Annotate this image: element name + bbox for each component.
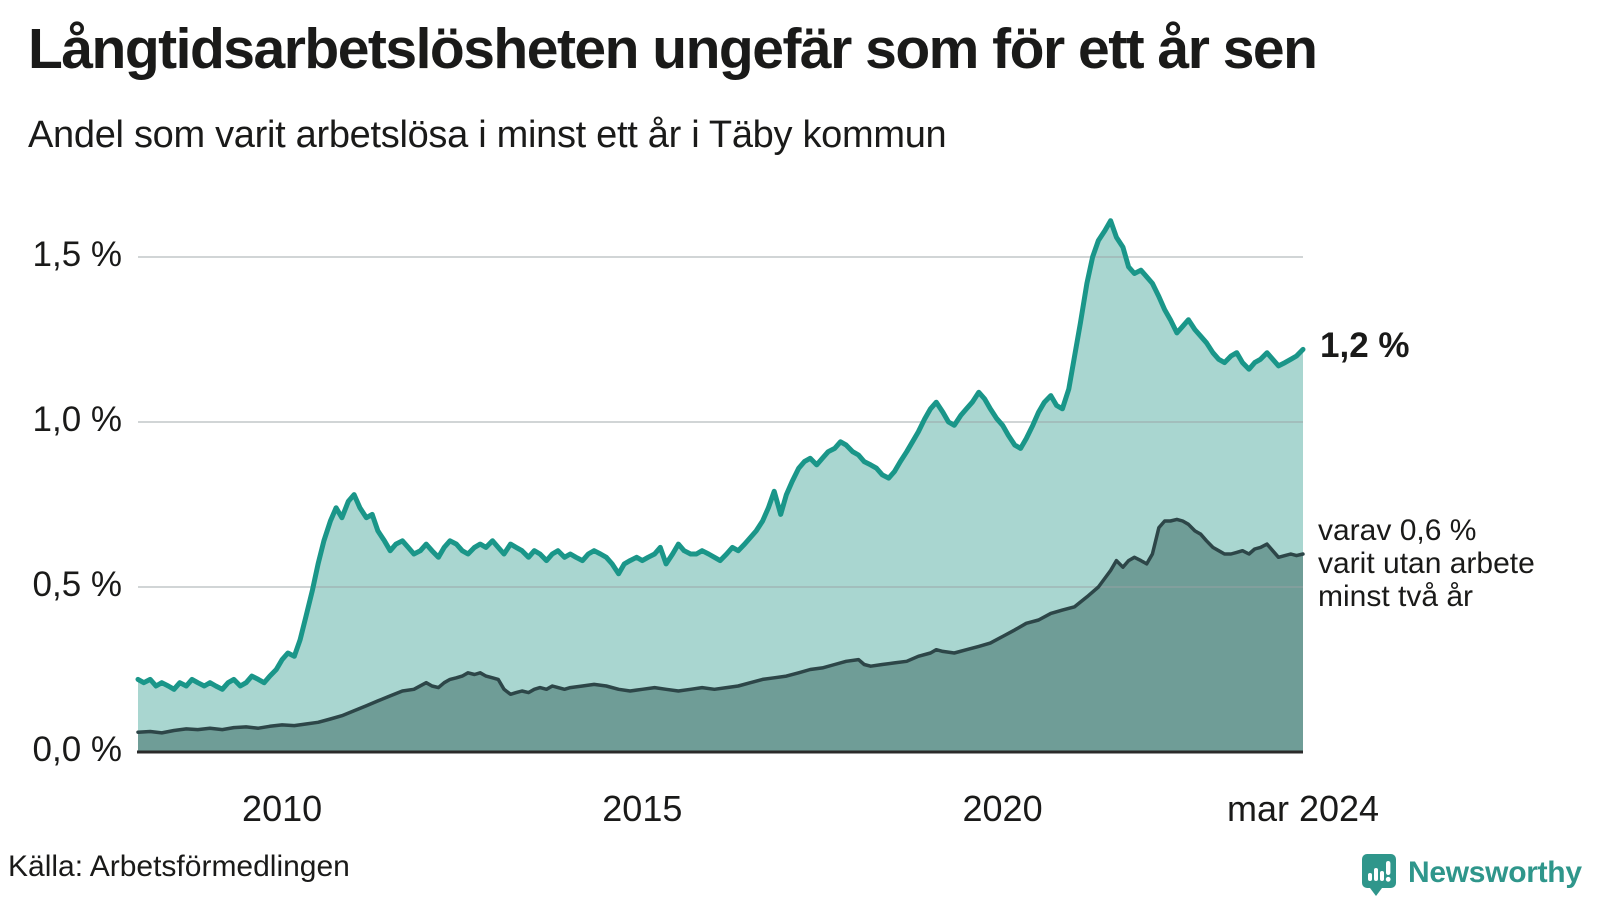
source-caption: Källa: Arbetsförmedlingen bbox=[8, 850, 350, 883]
y-tick-label: 0,0 % bbox=[32, 730, 123, 769]
y-tick-label: 1,5 % bbox=[32, 235, 123, 274]
area-fill-series-1 bbox=[138, 519, 1303, 752]
newsworthy-logo-text: Newsworthy bbox=[1408, 856, 1582, 889]
x-tick-label: 2010 bbox=[242, 788, 323, 829]
x-tick-label: 2020 bbox=[962, 788, 1043, 829]
series-line-0 bbox=[135, 218, 1306, 692]
y-tick-label: 1,0 % bbox=[32, 400, 123, 439]
subset-annotation: varav 0,6 % varit utan arbete minst två … bbox=[1318, 514, 1535, 613]
chart-subtitle: Andel som varit arbetslösa i minst ett å… bbox=[28, 114, 947, 156]
x-tick-label: mar 2024 bbox=[1226, 788, 1380, 829]
subset-annotation-line3: minst två år bbox=[1318, 580, 1474, 613]
latest-value-annotation: 1,2 % bbox=[1320, 326, 1410, 365]
page-title: Långtidsarbetslösheten ungefär som för e… bbox=[28, 17, 1318, 81]
area-fill-series-0 bbox=[138, 220, 1303, 752]
series-line-1 bbox=[136, 517, 1305, 735]
newsworthy-logo: Newsworthy bbox=[1362, 854, 1582, 903]
subset-annotation-line2: varit utan arbete bbox=[1318, 547, 1535, 580]
subset-annotation-line1: varav 0,6 % bbox=[1318, 514, 1477, 547]
y-tick-label: 0,5 % bbox=[32, 565, 123, 604]
x-tick-label: 2015 bbox=[602, 788, 683, 829]
newsworthy-speech-bubble-chart-icon bbox=[1362, 854, 1396, 903]
